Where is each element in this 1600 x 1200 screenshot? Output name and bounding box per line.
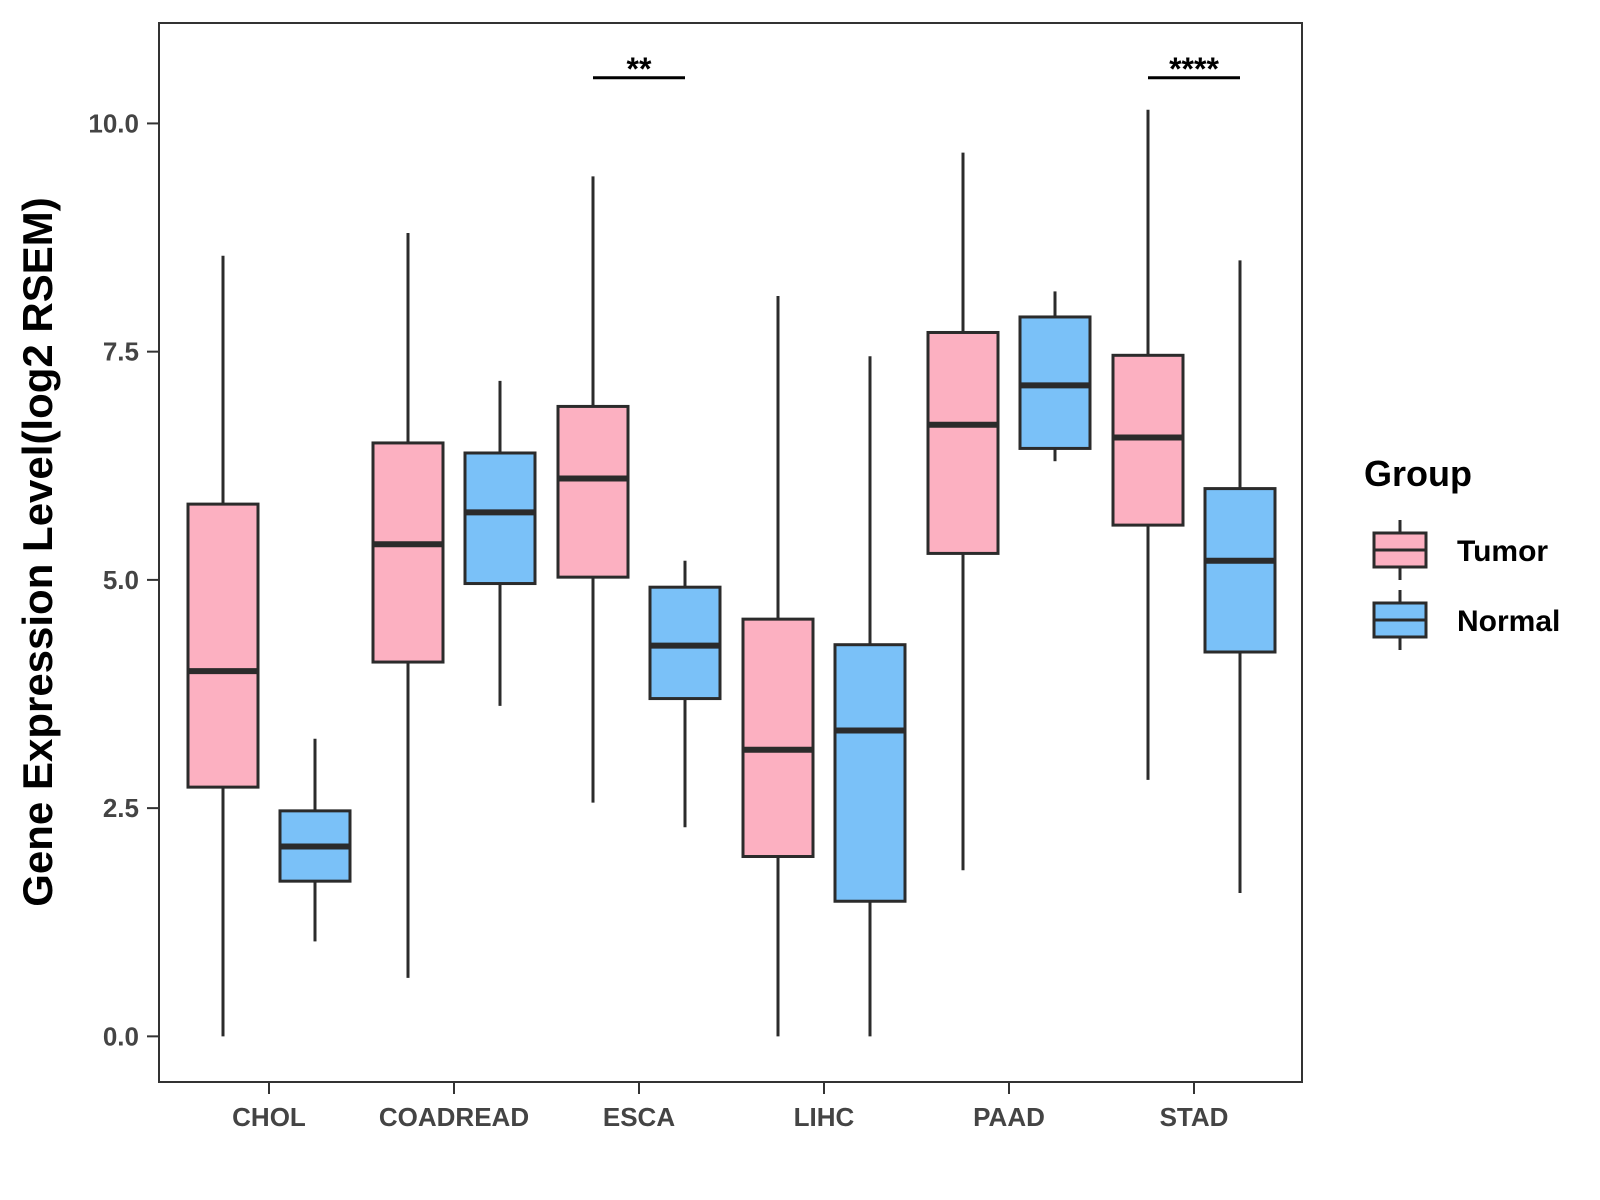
plot-area: ** ****	[158, 22, 1303, 1083]
x-tick-label-esca: ESCA	[603, 1102, 675, 1132]
significance-label: ****	[1169, 51, 1219, 87]
tumor-box-coadread	[371, 232, 445, 978]
y-tick-label: 2.5	[103, 793, 139, 823]
legend-item-normal: Normal	[1372, 590, 1560, 650]
x-tick-label-paad: PAAD	[973, 1102, 1045, 1132]
significance-esca: **	[593, 51, 685, 87]
x-axis: CHOL COADREAD ESCA LIHC PAAD STAD	[232, 1082, 1228, 1132]
normal-box-lihc	[833, 356, 907, 1037]
legend: Group Tumor Normal	[1364, 453, 1560, 650]
significance-stad: ****	[1148, 51, 1240, 87]
tumor-box-paad	[926, 152, 1000, 871]
y-tick-label: 7.5	[103, 337, 139, 367]
legend-label: Normal	[1457, 605, 1560, 638]
y-tick-label: 5.0	[103, 565, 139, 595]
iqr-box	[556, 404, 630, 579]
iqr-box	[833, 643, 907, 903]
iqr-box	[186, 502, 260, 789]
significance-label: **	[627, 51, 652, 87]
x-tick-label-chol: CHOL	[232, 1102, 306, 1132]
iqr-box	[741, 617, 815, 859]
normal-box-chol	[278, 738, 352, 942]
normal-box-stad	[1203, 260, 1277, 894]
y-axis: 0.0 2.5 5.0 7.5 10.0	[88, 108, 159, 1051]
iqr-box	[1203, 487, 1277, 654]
iqr-box	[371, 441, 445, 664]
x-tick-label-stad: STAD	[1160, 1102, 1229, 1132]
normal-box-paad	[1018, 291, 1092, 462]
legend-title: Group	[1364, 453, 1472, 494]
tumor-box-lihc	[741, 295, 815, 1037]
tumor-box-chol	[186, 255, 260, 1037]
x-tick-label-lihc: LIHC	[794, 1102, 855, 1132]
iqr-box	[926, 330, 1000, 555]
normal-box-esca	[648, 560, 722, 828]
normal-box-coadread	[463, 380, 537, 706]
legend-item-tumor: Tumor	[1372, 520, 1548, 580]
x-tick-label-coadread: COADREAD	[379, 1102, 529, 1132]
y-tick-label: 0.0	[103, 1021, 139, 1051]
iqr-box	[463, 451, 537, 586]
panel-border	[158, 22, 1303, 1083]
tumor-box-stad	[1111, 109, 1185, 780]
legend-label: Tumor	[1457, 535, 1548, 568]
y-axis-title: Gene Expression Level(log2 RSEM)	[14, 197, 61, 907]
y-tick-label: 10.0	[88, 108, 139, 138]
tumor-box-esca	[556, 176, 630, 803]
